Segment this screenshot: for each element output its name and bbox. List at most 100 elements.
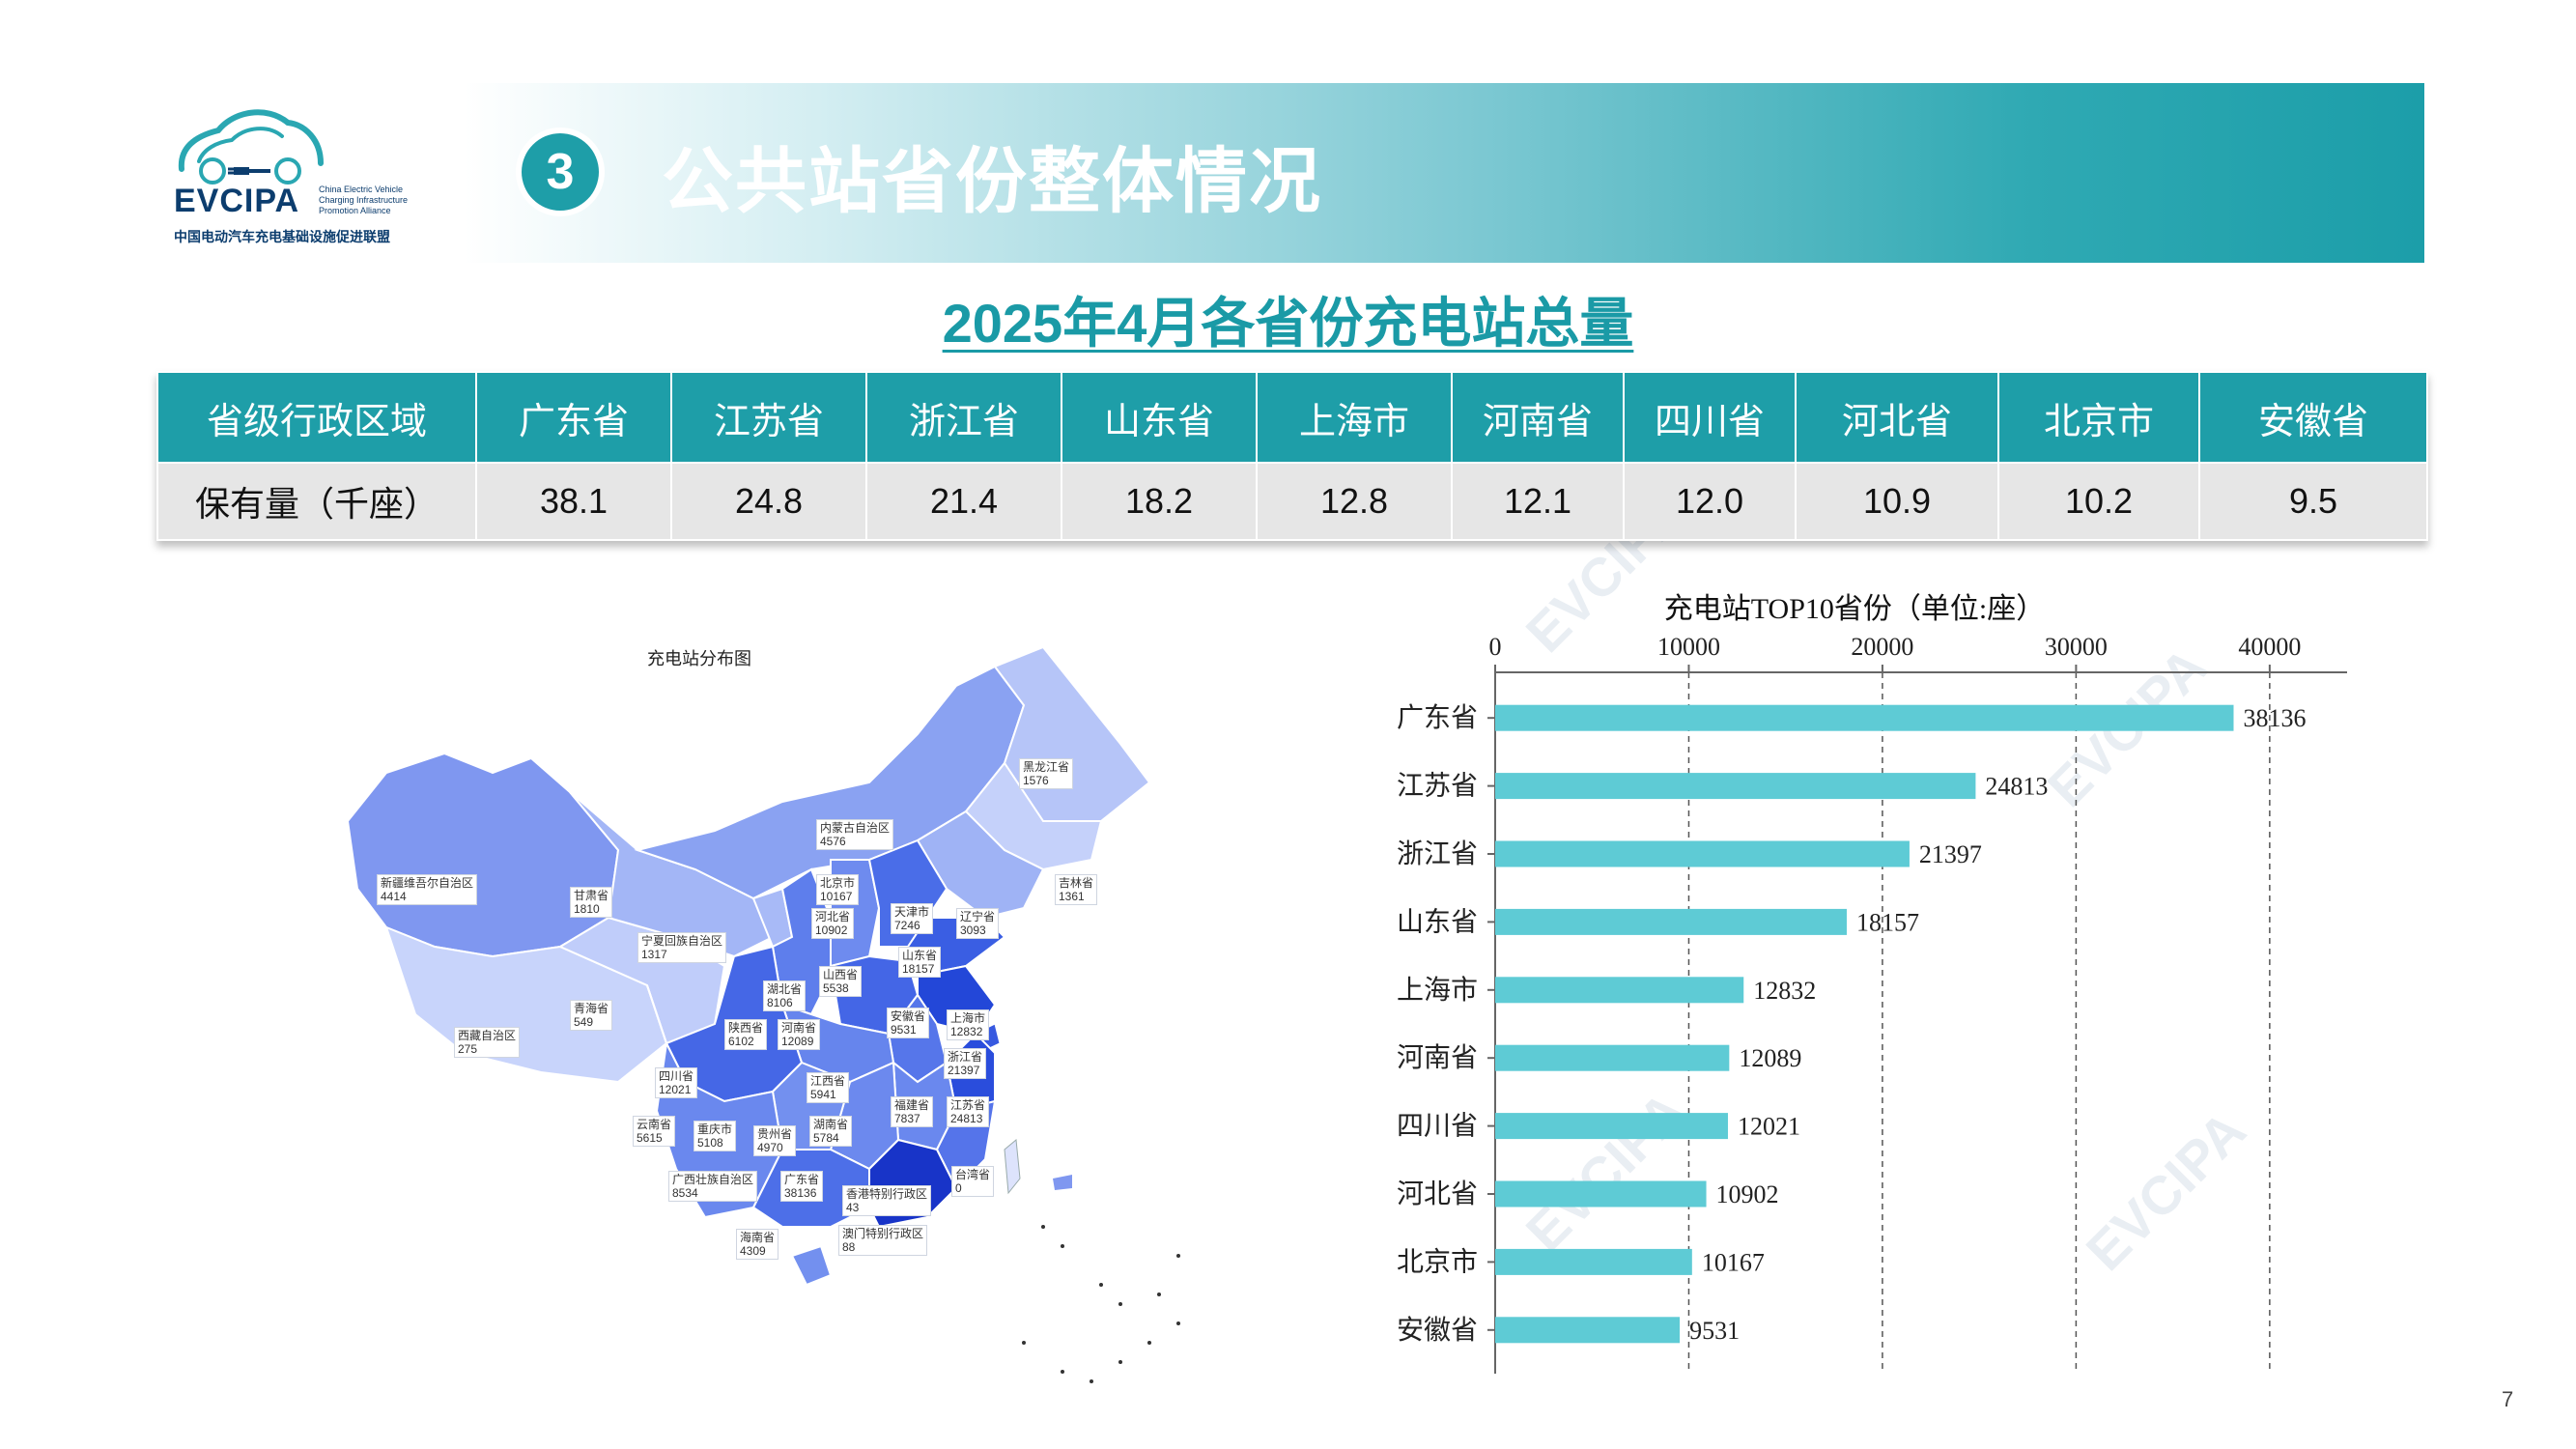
map-label: 上海市 12832 — [947, 1009, 990, 1040]
map-label: 青海省 549 — [570, 1000, 613, 1031]
map-label: 江西省 5941 — [807, 1072, 850, 1103]
south-sea-islands — [1022, 1225, 1180, 1383]
category-label: 浙江省 — [1397, 838, 1478, 869]
chart-bars — [1495, 704, 2234, 1344]
map-label: 宁夏回族自治区 1317 — [637, 932, 727, 963]
map-label: 安徽省 9531 — [887, 1008, 930, 1038]
table-header-cell: 广东省 — [475, 371, 672, 464]
category-label: 安徽省 — [1397, 1315, 1478, 1346]
map-label: 四川省 12021 — [655, 1067, 698, 1098]
map-label: 天津市 7246 — [891, 903, 934, 934]
category-label: 四川省 — [1397, 1111, 1478, 1142]
map-label: 甘肃省 1810 — [570, 887, 613, 918]
map-title: 充电站分布图 — [647, 649, 751, 668]
map-label: 黑龙江省 1576 — [1019, 758, 1074, 789]
value-label: 24813 — [1985, 773, 2048, 801]
region-xinjiang — [346, 752, 620, 958]
map-label: 辽宁省 3093 — [956, 908, 1000, 939]
map-label: 江苏省 24813 — [947, 1096, 990, 1127]
map-label: 北京市 10167 — [816, 874, 860, 905]
top10-bar-chart: 充电站TOP10省份（单位:座） 0 10000 20000 30000 40000 广… — [1397, 593, 2347, 1374]
bar — [1495, 1180, 1707, 1208]
bar — [1495, 1113, 1728, 1140]
table-header-cell: 四川省 — [1623, 371, 1797, 464]
map-label: 广西壮族自治区 8534 — [668, 1171, 758, 1202]
value-label: 10902 — [1716, 1180, 1779, 1208]
title-banner — [464, 83, 2424, 263]
value-label: 9531 — [1689, 1317, 1740, 1345]
bar — [1495, 773, 1976, 800]
bar — [1495, 1317, 1681, 1344]
map-label: 台湾省 0 — [951, 1166, 995, 1197]
chart-title: 充电站TOP10省份（单位:座） — [1664, 593, 2045, 625]
page-subtitle: 2025年4月各省份充电站总量 — [942, 293, 1634, 354]
table-header-cell: 安徽省 — [2198, 371, 2428, 464]
map-label: 香港特别行政区 43 — [842, 1185, 932, 1216]
table-header-cell: 江苏省 — [670, 371, 867, 464]
map-label: 陕西省 6102 — [724, 1019, 768, 1050]
table-header-cell: 河南省 — [1451, 371, 1625, 464]
table-value-cell: 9.5 — [2198, 462, 2428, 541]
x-tick-label: 0 — [1489, 633, 1502, 661]
region-liaoning — [916, 810, 1045, 920]
value-label: 18157 — [1856, 908, 1919, 936]
logo-english: China Electric Vehicle Charging Infrastr… — [319, 185, 409, 215]
region-south-sea — [1053, 1175, 1072, 1190]
table-value-cell: 18.2 — [1061, 462, 1258, 541]
category-label: 山东省 — [1397, 906, 1478, 937]
category-label: 上海市 — [1397, 975, 1478, 1006]
map-label: 吉林省 1361 — [1055, 874, 1098, 905]
section-title: 公共站省份整体情况 — [662, 141, 1322, 221]
table-header-cell: 河北省 — [1795, 371, 1999, 464]
table-header-cell: 山东省 — [1061, 371, 1258, 464]
category-label: 河北省 — [1397, 1179, 1478, 1209]
map-label: 广东省 38136 — [780, 1171, 824, 1202]
table-value-cell: 12.8 — [1256, 462, 1453, 541]
table-value-cell: 12.0 — [1623, 462, 1797, 541]
table-header-cell: 浙江省 — [865, 371, 1062, 464]
map-label: 新疆维吾尔自治区 4414 — [377, 874, 478, 905]
table-value-cell: 21.4 — [865, 462, 1062, 541]
x-tick-label: 20000 — [1851, 633, 1913, 661]
category-label: 北京市 — [1397, 1246, 1478, 1277]
map-label: 湖北省 8106 — [763, 980, 807, 1011]
value-label: 12021 — [1738, 1113, 1800, 1141]
table-value-cell: 38.1 — [475, 462, 672, 541]
value-label: 38136 — [2243, 704, 2306, 732]
region-taiwan — [1004, 1139, 1021, 1195]
table-row-label: 保有量（千座） — [156, 462, 477, 541]
map-label: 海南省 4309 — [736, 1229, 779, 1260]
china-map — [346, 645, 1180, 1383]
map-label: 河北省 10902 — [811, 908, 855, 939]
map-label: 西藏自治区 275 — [454, 1027, 521, 1058]
map-label: 内蒙古自治区 4576 — [816, 819, 894, 850]
table-value-cell: 10.9 — [1795, 462, 1999, 541]
map-label: 云南省 5615 — [633, 1116, 676, 1147]
table-value-cell: 12.1 — [1451, 462, 1625, 541]
bar — [1495, 977, 1744, 1004]
x-tick-label: 40000 — [2238, 633, 2301, 661]
map-label: 贵州省 4970 — [753, 1125, 797, 1156]
value-label: 12089 — [1739, 1044, 1801, 1072]
logo-chinese: 中国电动汽车充电基础设施促进联盟 — [174, 229, 390, 244]
x-tick-label: 10000 — [1657, 633, 1720, 661]
table-value-cell: 10.2 — [1997, 462, 2200, 541]
section-number-badge: 3 — [522, 133, 599, 211]
value-label: 12832 — [1753, 977, 1816, 1005]
category-label: 江苏省 — [1397, 771, 1478, 802]
bar — [1495, 1044, 1730, 1071]
map-label: 重庆市 5108 — [694, 1121, 737, 1151]
map-label: 山东省 18157 — [898, 947, 942, 978]
map-label: 浙江省 21397 — [944, 1048, 987, 1079]
table-header-cell: 上海市 — [1256, 371, 1453, 464]
car-plug-icon — [178, 109, 324, 185]
bar — [1495, 1248, 1692, 1275]
table-row: 保有量（千座） 38.1 24.8 21.4 18.2 12.8 12.1 12.0 10.9… — [156, 462, 2428, 541]
value-label: 10167 — [1702, 1248, 1765, 1276]
map-label: 山西省 5538 — [819, 966, 863, 997]
page-number: 7 — [2502, 1387, 2514, 1411]
region-hainan — [790, 1244, 833, 1287]
table-header-label: 省级行政区域 — [156, 371, 477, 464]
x-tick-label: 30000 — [2045, 633, 2108, 661]
